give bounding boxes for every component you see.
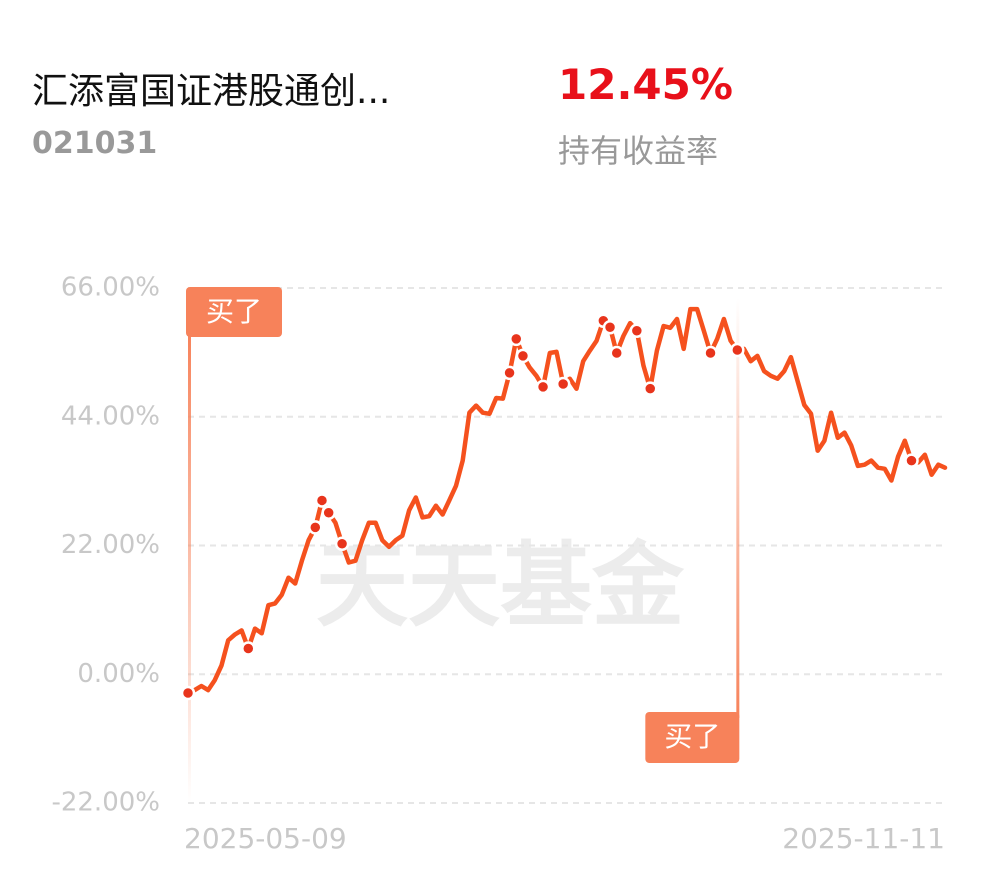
trade-dot: [502, 365, 517, 381]
trade-dot: [308, 520, 323, 535]
buy-line: [188, 330, 191, 803]
trade-dot: [642, 381, 658, 396]
buy-mark: 买了: [645, 298, 740, 763]
y-tick-label: 22.00%: [61, 530, 160, 560]
y-tick-label: 66.00%: [61, 273, 160, 303]
y-tick-label: 44.00%: [61, 401, 160, 431]
buy-mark: 买了: [186, 287, 282, 803]
y-tick-label: -22.00%: [51, 788, 160, 818]
trade-dot: [515, 348, 531, 364]
buy-label: 买了: [206, 295, 262, 328]
trade-dot: [629, 323, 645, 338]
fund-code: 021031: [32, 126, 158, 161]
trade-dot: [180, 685, 196, 701]
trade-dot: [730, 342, 745, 358]
x-tick-label: 2025-05-09: [184, 822, 347, 855]
trade-dot: [904, 453, 919, 468]
buy-badge: [186, 287, 282, 337]
watermark: 天天基金: [316, 532, 685, 639]
trade-dot: [509, 331, 524, 347]
fund-name: 汇添富国证港股通创...: [32, 71, 391, 112]
trade-dot: [703, 345, 718, 361]
trade-dot: [602, 319, 618, 335]
trade-dot: [334, 536, 350, 551]
trade-dot: [609, 345, 624, 361]
buy-label: 买了: [664, 720, 720, 753]
y-tick-label: 0.00%: [77, 659, 160, 689]
return-label: 持有收益率: [558, 132, 719, 170]
trade-dot: [555, 376, 571, 392]
trade-dot: [535, 379, 551, 395]
trade-dot: [321, 505, 336, 520]
trade-dot: [241, 641, 256, 656]
return-value: 12.45%: [558, 60, 733, 109]
trade-dot: [314, 493, 330, 508]
buy-line: [736, 298, 740, 718]
buy-badge: [645, 712, 740, 763]
x-tick-label: 2025-11-11: [782, 822, 945, 855]
